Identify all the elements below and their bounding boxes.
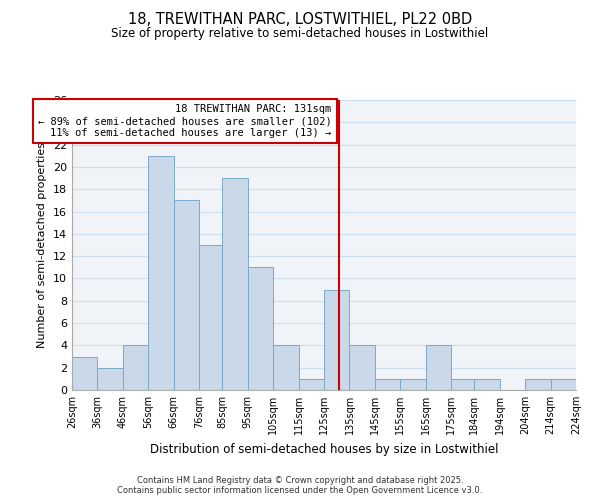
- Bar: [375, 379, 400, 390]
- Bar: [148, 156, 174, 390]
- Bar: [248, 268, 273, 390]
- Bar: [451, 379, 474, 390]
- Y-axis label: Number of semi-detached properties: Number of semi-detached properties: [37, 142, 47, 348]
- X-axis label: Distribution of semi-detached houses by size in Lostwithiel: Distribution of semi-detached houses by …: [150, 442, 498, 456]
- Bar: [349, 346, 375, 390]
- Bar: [222, 178, 248, 390]
- Bar: [72, 356, 97, 390]
- Bar: [426, 346, 451, 390]
- Text: Contains HM Land Registry data © Crown copyright and database right 2025.
Contai: Contains HM Land Registry data © Crown c…: [118, 476, 482, 495]
- Bar: [400, 379, 426, 390]
- Text: 18, TREWITHAN PARC, LOSTWITHIEL, PL22 0BD: 18, TREWITHAN PARC, LOSTWITHIEL, PL22 0B…: [128, 12, 472, 28]
- Bar: [199, 245, 222, 390]
- Bar: [324, 290, 349, 390]
- Bar: [474, 379, 500, 390]
- Text: Size of property relative to semi-detached houses in Lostwithiel: Size of property relative to semi-detach…: [112, 28, 488, 40]
- Bar: [273, 346, 299, 390]
- Bar: [174, 200, 199, 390]
- Bar: [299, 379, 324, 390]
- Text: 18 TREWITHAN PARC: 131sqm
← 89% of semi-detached houses are smaller (102)
11% of: 18 TREWITHAN PARC: 131sqm ← 89% of semi-…: [38, 104, 332, 138]
- Bar: [97, 368, 123, 390]
- Bar: [551, 379, 576, 390]
- Bar: [525, 379, 551, 390]
- Bar: [123, 346, 148, 390]
